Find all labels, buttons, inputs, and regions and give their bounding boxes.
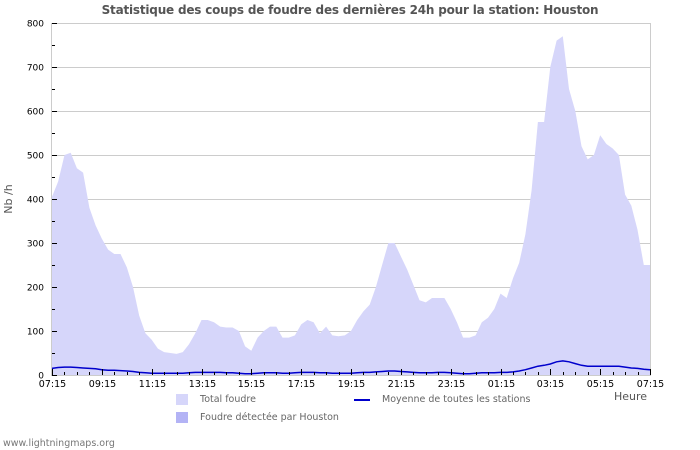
legend-average: Moyenne de toutes les stations bbox=[354, 394, 530, 405]
svg-text:01:15: 01:15 bbox=[488, 379, 515, 390]
plot-frame bbox=[51, 23, 651, 376]
svg-text:09:15: 09:15 bbox=[89, 379, 116, 390]
detected-swatch bbox=[176, 412, 188, 423]
svg-text:19:15: 19:15 bbox=[338, 379, 365, 390]
chart-title: Statistique des coups de foudre des dern… bbox=[101, 3, 599, 17]
svg-text:07:15: 07:15 bbox=[39, 379, 66, 390]
legend-detected-label: Foudre détectée par Houston bbox=[200, 412, 339, 423]
svg-text:600: 600 bbox=[27, 108, 44, 118]
svg-text:13:15: 13:15 bbox=[189, 379, 216, 390]
svg-text:21:15: 21:15 bbox=[388, 379, 415, 390]
svg-text:400: 400 bbox=[27, 196, 44, 206]
y-axis-label: Nb /h bbox=[2, 184, 15, 213]
svg-text:200: 200 bbox=[27, 284, 44, 294]
svg-text:0: 0 bbox=[38, 372, 44, 382]
svg-text:800: 800 bbox=[27, 20, 44, 30]
svg-text:15:15: 15:15 bbox=[238, 379, 265, 390]
svg-text:07:15: 07:15 bbox=[637, 379, 664, 390]
svg-text:300: 300 bbox=[27, 240, 44, 250]
legend-total-label: Total foudre bbox=[200, 394, 256, 405]
legend-detected: Foudre détectée par Houston bbox=[176, 412, 339, 423]
svg-text:11:15: 11:15 bbox=[139, 379, 166, 390]
x-axis: 07:15 09:15 11:15 13:15 15:15 17:15 19:15 21:15… bbox=[39, 369, 664, 390]
footer-link[interactable]: www.lightningmaps.org bbox=[3, 438, 115, 449]
svg-text:500: 500 bbox=[27, 152, 44, 162]
legend-average-label: Moyenne de toutes les stations bbox=[382, 394, 531, 405]
svg-text:100: 100 bbox=[27, 328, 44, 338]
svg-text:700: 700 bbox=[27, 64, 44, 74]
total-foudre-area bbox=[52, 36, 650, 375]
total-swatch bbox=[176, 394, 188, 405]
x-axis-label: Heure bbox=[614, 390, 648, 403]
svg-text:17:15: 17:15 bbox=[288, 379, 315, 390]
svg-text:03:15: 03:15 bbox=[537, 379, 564, 390]
legend-total: Total foudre bbox=[176, 394, 256, 405]
average-swatch bbox=[354, 398, 370, 401]
svg-text:23:15: 23:15 bbox=[438, 379, 465, 390]
svg-text:05:15: 05:15 bbox=[587, 379, 614, 390]
y-axis: 0 100 200 300 400 500 600 700 800 bbox=[27, 20, 57, 382]
